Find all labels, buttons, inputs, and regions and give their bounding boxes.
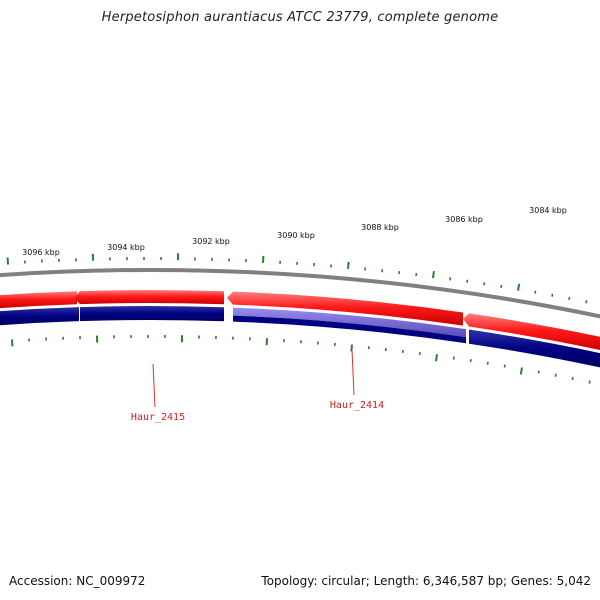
minor-tick xyxy=(551,293,554,297)
gene-label-leader xyxy=(152,363,156,408)
scale-label: 3084 kbp xyxy=(529,206,567,215)
major-tick xyxy=(432,271,435,279)
genome-stats-label: Topology: circular; Length: 6,346,587 bp… xyxy=(261,574,591,588)
gene-label[interactable]: Haur_2414 xyxy=(330,400,384,411)
scale-label: 3088 kbp xyxy=(361,223,399,232)
minor-tick xyxy=(571,376,574,381)
forward-feature[interactable] xyxy=(74,290,224,305)
major-tick xyxy=(517,283,521,291)
minor-tick xyxy=(568,296,571,301)
forward-feature[interactable] xyxy=(463,313,600,351)
forward-feature[interactable] xyxy=(0,291,77,309)
accession-label: Accession: NC_009972 xyxy=(9,574,146,588)
gene-label[interactable]: Haur_2415 xyxy=(131,412,185,423)
minor-tick xyxy=(537,370,540,374)
minor-tick xyxy=(534,290,537,294)
scale-label: 3096 kbp xyxy=(22,248,60,257)
gene-label-leader xyxy=(351,349,355,396)
major-tick xyxy=(519,367,523,375)
forward-feature[interactable] xyxy=(227,291,463,326)
major-tick xyxy=(435,354,438,362)
major-tick xyxy=(350,344,353,352)
reverse-feature[interactable] xyxy=(233,315,466,344)
scale-label: 3094 kbp xyxy=(107,243,145,252)
major-tick xyxy=(347,261,350,269)
reverse-feature[interactable] xyxy=(469,329,600,369)
reverse-feature[interactable] xyxy=(80,306,224,322)
reverse-feature[interactable] xyxy=(0,307,79,326)
selected-reverse-feature[interactable] xyxy=(233,307,466,338)
inner-scale-ticks xyxy=(11,335,591,384)
minor-tick xyxy=(585,300,588,304)
outer-scale-ticks xyxy=(6,253,588,304)
minor-tick xyxy=(588,380,591,384)
minor-tick xyxy=(554,373,557,377)
page-title: Herpetosiphon aurantiacus ATCC 23779, co… xyxy=(101,10,499,25)
genome-backbone xyxy=(0,268,600,319)
scale-label: 3090 kbp xyxy=(277,231,315,240)
scale-label: 3092 kbp xyxy=(192,237,230,246)
scale-label: 3086 kbp xyxy=(445,215,483,224)
